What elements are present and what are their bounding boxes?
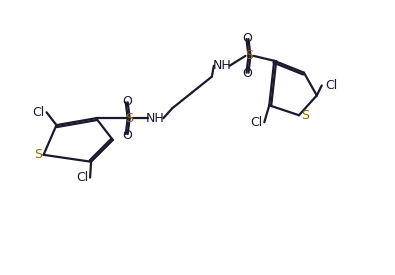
Text: O: O	[122, 95, 132, 108]
Text: S: S	[125, 112, 133, 125]
Text: O: O	[243, 67, 252, 80]
Text: Cl: Cl	[325, 79, 338, 92]
Text: S: S	[301, 109, 309, 122]
Text: NH: NH	[213, 59, 231, 72]
Text: S: S	[35, 148, 43, 161]
Text: O: O	[122, 128, 132, 142]
Text: NH: NH	[146, 112, 165, 125]
Text: O: O	[243, 32, 252, 45]
Text: S: S	[245, 49, 254, 62]
Text: Cl: Cl	[250, 116, 263, 129]
Text: Cl: Cl	[32, 106, 45, 119]
Text: Cl: Cl	[76, 171, 88, 184]
